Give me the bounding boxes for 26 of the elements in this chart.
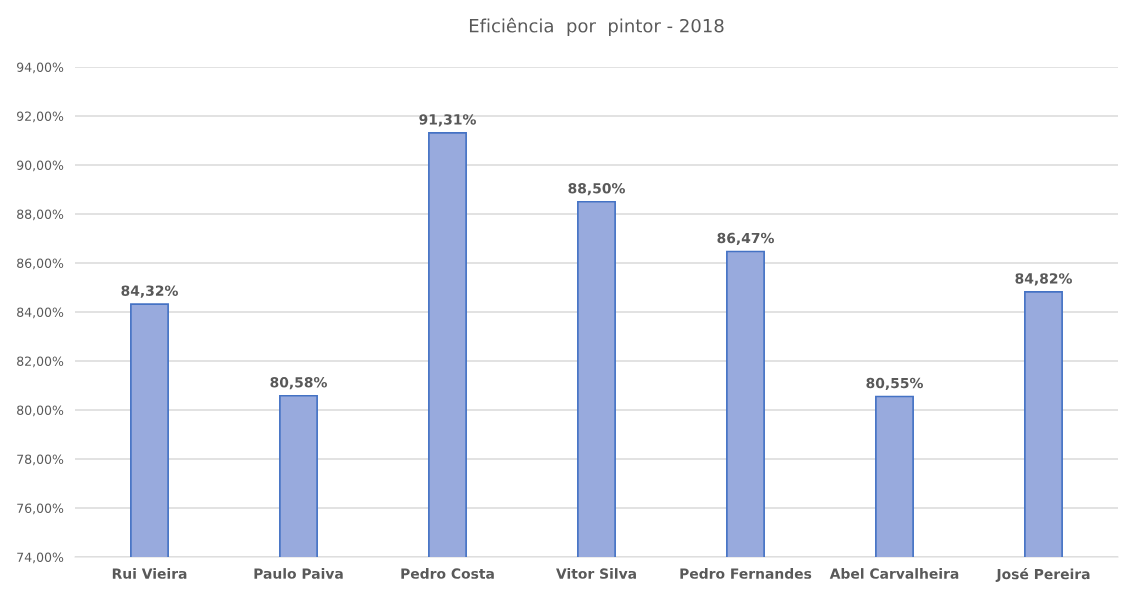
x-tick-label: Pedro Costa [401, 568, 494, 579]
data-label: 84,32% [121, 285, 178, 298]
x-tick-label: Paulo Paiva [254, 568, 343, 579]
y-tick-label: 94,00% [17, 62, 64, 74]
x-tick-label: Rui Vieira [112, 568, 187, 579]
data-label: 80,58% [270, 377, 327, 390]
x-tick-label: Pedro Fernandes [680, 568, 812, 579]
y-tick-label: 84,00% [17, 307, 64, 319]
x-tick-label: Vitor Silva [556, 568, 636, 579]
y-tick-label: 74,00% [17, 552, 64, 564]
data-label: 80,55% [866, 377, 923, 391]
chart-title: Eficiência por pintor - 2018 [469, 17, 724, 37]
y-tick-label: 80,00% [17, 405, 64, 417]
x-tick-label: José Pereira [995, 568, 1090, 582]
x-tick-label: Abel Carvalheira [829, 568, 959, 579]
y-tick-label: 90,00% [17, 160, 64, 172]
data-label: 88,50% [568, 183, 625, 196]
data-label: 84,82% [1015, 273, 1072, 286]
data-label: 91,31% [419, 114, 476, 127]
y-tick-label: 86,00% [17, 258, 64, 270]
y-tick-label: 78,00% [17, 454, 64, 466]
data-label: 86,47% [717, 232, 774, 246]
y-tick-label: 88,00% [17, 209, 64, 221]
y-tick-label: 76,00% [17, 503, 64, 515]
y-tick-label: 92,00% [17, 111, 64, 123]
y-tick-label: 82,00% [17, 356, 64, 368]
